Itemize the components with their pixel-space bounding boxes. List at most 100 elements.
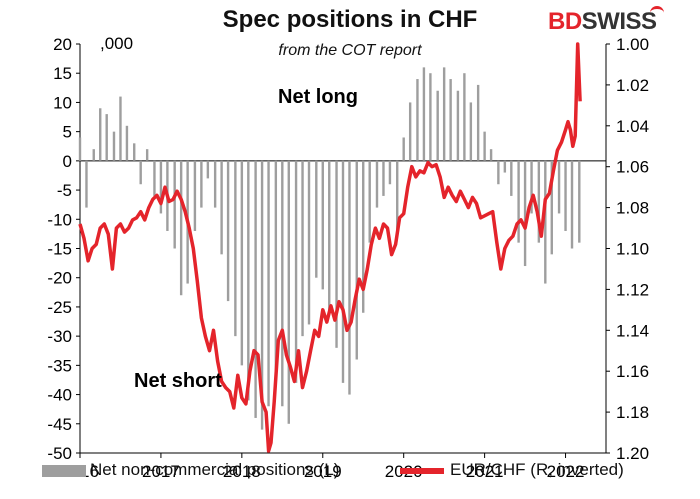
left-axis-tick-label: -15 [47, 240, 72, 259]
legend-line-label: EUR/CHF (R, inverted) [450, 460, 624, 479]
bar-net-position [429, 73, 432, 161]
bar-net-position [408, 102, 412, 161]
bar-net-position [85, 160, 88, 208]
legend-item-bars: Net non-commercial positions (L) [42, 460, 339, 480]
bar-net-position [125, 125, 129, 161]
bar-net-position [557, 160, 561, 214]
bar-net-position [234, 160, 237, 337]
bar-net-position [105, 114, 108, 161]
bar-net-position [247, 160, 250, 401]
bar-net-position [503, 160, 507, 173]
bar-net-position [173, 160, 176, 249]
bar-net-position [159, 160, 163, 214]
right-axis-tick-label: 1.08 [616, 199, 649, 218]
x-axis-tick-label: 2021 [466, 462, 504, 481]
bar-net-position [362, 160, 365, 313]
bar-net-position [402, 137, 405, 161]
logo-text-bd: BD [548, 8, 582, 35]
bar-net-position [396, 160, 399, 231]
bar-net-position [449, 79, 452, 161]
bar-net-position [139, 160, 142, 185]
right-axis-tick-label: 1.18 [616, 403, 649, 422]
bar-net-position [267, 160, 270, 407]
bar-net-position [416, 79, 419, 161]
bar-net-position [510, 160, 513, 196]
left-axis-tick-label: 0 [63, 152, 72, 171]
logo-swoosh-icon [650, 6, 664, 15]
bar-net-position [145, 149, 149, 161]
chart-title: Spec positions in CHF [222, 6, 478, 33]
bar-net-position [368, 160, 371, 243]
bdswiss-logo: BDSWISS [548, 8, 657, 36]
bar-net-position [294, 160, 298, 383]
bar-net-position [274, 160, 278, 372]
bar-net-position [469, 102, 473, 161]
bar-net-position [530, 160, 533, 214]
bar-net-position [206, 160, 210, 179]
legend-bars-swatch [42, 464, 86, 477]
right-axis-tick-label: 1.12 [616, 280, 649, 299]
left-axis-tick-label: 10 [53, 93, 72, 112]
bar-net-position [179, 160, 183, 296]
left-axis-tick-label: -40 [47, 386, 72, 405]
right-axis-tick-label: 1.14 [616, 321, 649, 340]
right-axis-tick-label: 1.16 [616, 362, 649, 381]
x-axis-tick-label: 2018 [223, 462, 261, 481]
left-axis-tick-label: -5 [57, 181, 72, 200]
logo-text-swiss: SWISS [581, 8, 657, 35]
left-axis-tick-label: -25 [47, 298, 72, 317]
bar-net-position [550, 160, 553, 255]
bar-net-position [328, 160, 331, 313]
left-axis-tick-label: -10 [47, 210, 72, 229]
bar-net-position [133, 143, 136, 161]
bar-net-position [442, 67, 446, 161]
bar-net-position [193, 160, 197, 231]
legend-line-swatch [400, 467, 444, 474]
right-axis-tick-label: 1.20 [616, 444, 649, 463]
bar-net-position [99, 108, 102, 161]
bar-net-position [153, 160, 156, 196]
right-axis-tick-label: 1.10 [616, 240, 649, 259]
right-axis-tick-label: 1.02 [616, 76, 649, 95]
chart-subtitle: from the COT report [278, 42, 422, 59]
bar-net-position [578, 160, 581, 243]
left-axis-tick-label: 5 [63, 123, 72, 142]
bar-net-position [570, 160, 574, 249]
bar-net-position [436, 90, 439, 161]
bar-net-position [92, 149, 95, 161]
right-axis-tick-label: 1.04 [616, 117, 649, 136]
bar-net-position [456, 90, 460, 161]
bar-net-position [489, 149, 493, 161]
bar-net-position [315, 160, 318, 278]
bar-net-position [112, 131, 116, 161]
bar-net-position [213, 160, 217, 208]
left-axis-tick-label: -50 [47, 444, 72, 463]
bar-net-position [240, 160, 244, 366]
bar-net-position [321, 160, 324, 290]
annotation-net-short: Net short [134, 370, 222, 392]
bar-net-position [254, 160, 257, 418]
bar-net-position [382, 160, 385, 196]
right-axis-tick-label: 1.00 [616, 35, 649, 54]
bar-net-position [355, 160, 358, 360]
bar-net-position [119, 96, 122, 161]
bar-net-position [483, 131, 486, 161]
left-axis-tick-label: -35 [47, 356, 72, 375]
bar-net-position [375, 160, 379, 208]
line-eurchf [78, 42, 582, 453]
bar-net-position [517, 160, 520, 243]
x-axis-tick-label: 2019 [304, 462, 342, 481]
left-axis-tick-label: -30 [47, 327, 72, 346]
bar-net-position [287, 160, 290, 424]
bar-net-position [200, 160, 203, 208]
bar-net-position [78, 137, 82, 161]
bar-net-position [348, 160, 351, 395]
left-axis-tick-label: 20 [53, 35, 72, 54]
annotation-net-long: Net long [278, 86, 358, 108]
bar-net-position [226, 160, 230, 302]
bar-net-position [523, 160, 527, 267]
bar-net-position [544, 160, 547, 284]
bar-net-position [260, 160, 264, 430]
x-axis-tick-label: 2022 [547, 462, 585, 481]
